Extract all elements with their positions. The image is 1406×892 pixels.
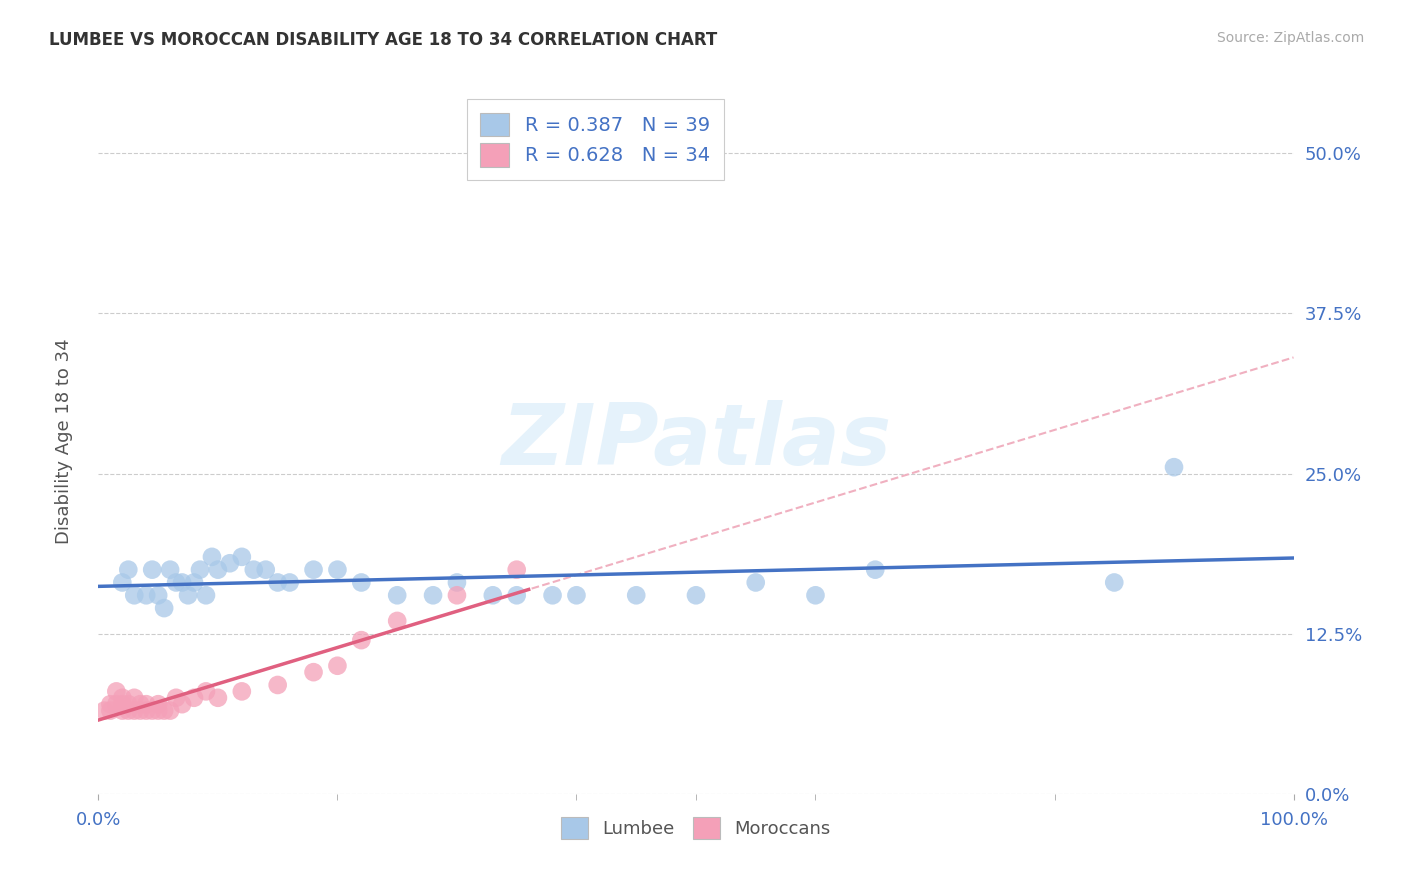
Lumbee	[117, 563, 139, 577]
Moroccans	[93, 704, 115, 718]
Lumbee	[195, 588, 218, 602]
Lumbee	[385, 588, 409, 602]
Moroccans	[111, 697, 134, 711]
Text: ZIPatlas: ZIPatlas	[501, 400, 891, 483]
Lumbee	[177, 588, 200, 602]
Moroccans	[111, 704, 134, 718]
Lumbee	[183, 575, 205, 590]
Lumbee	[302, 563, 325, 577]
Moroccans	[129, 697, 152, 711]
Moroccans	[111, 690, 134, 705]
Moroccans	[98, 704, 122, 718]
Lumbee	[565, 588, 588, 602]
Moroccans	[124, 704, 146, 718]
Moroccans	[350, 633, 373, 648]
Text: LUMBEE VS MOROCCAN DISABILITY AGE 18 TO 34 CORRELATION CHART: LUMBEE VS MOROCCAN DISABILITY AGE 18 TO …	[49, 31, 717, 49]
Lumbee	[124, 588, 146, 602]
Lumbee	[159, 563, 181, 577]
Moroccans	[117, 704, 139, 718]
Moroccans	[129, 704, 152, 718]
Moroccans	[105, 684, 128, 698]
Moroccans	[267, 678, 290, 692]
Lumbee	[745, 575, 768, 590]
Moroccans	[117, 697, 139, 711]
Lumbee	[254, 563, 277, 577]
Lumbee	[685, 588, 707, 602]
Lumbee	[326, 563, 349, 577]
Moroccans	[231, 684, 253, 698]
Lumbee	[506, 588, 529, 602]
Lumbee	[422, 588, 444, 602]
Moroccans	[105, 697, 128, 711]
Lumbee	[1104, 575, 1126, 590]
Lumbee	[243, 563, 266, 577]
Lumbee	[541, 588, 564, 602]
Moroccans	[141, 704, 163, 718]
Lumbee	[207, 563, 229, 577]
Moroccans	[385, 614, 409, 628]
Legend: Lumbee, Moroccans: Lumbee, Moroccans	[553, 808, 839, 848]
Lumbee	[201, 549, 224, 564]
Lumbee	[165, 575, 187, 590]
Lumbee	[626, 588, 648, 602]
Lumbee	[231, 549, 253, 564]
Moroccans	[148, 697, 170, 711]
Lumbee	[153, 601, 176, 615]
Lumbee	[350, 575, 373, 590]
Moroccans	[124, 690, 146, 705]
Moroccans	[135, 704, 157, 718]
Lumbee	[111, 575, 134, 590]
Moroccans	[135, 697, 157, 711]
Lumbee	[278, 575, 301, 590]
Moroccans	[98, 697, 122, 711]
Lumbee	[219, 556, 242, 570]
Moroccans	[302, 665, 325, 680]
Y-axis label: Disability Age 18 to 34: Disability Age 18 to 34	[55, 339, 73, 544]
Lumbee	[141, 563, 163, 577]
Moroccans	[153, 704, 176, 718]
Lumbee	[148, 588, 170, 602]
Lumbee	[481, 588, 505, 602]
Lumbee	[188, 563, 211, 577]
Moroccans	[183, 690, 205, 705]
Lumbee	[267, 575, 290, 590]
Lumbee	[172, 575, 194, 590]
Moroccans	[326, 658, 349, 673]
Lumbee	[804, 588, 827, 602]
Lumbee	[865, 563, 887, 577]
Moroccans	[165, 690, 187, 705]
Moroccans	[172, 697, 194, 711]
Moroccans	[207, 690, 229, 705]
Moroccans	[159, 704, 181, 718]
Lumbee	[135, 588, 157, 602]
Lumbee	[1163, 460, 1185, 475]
Moroccans	[446, 588, 468, 602]
Moroccans	[506, 563, 529, 577]
Text: Source: ZipAtlas.com: Source: ZipAtlas.com	[1216, 31, 1364, 45]
Moroccans	[195, 684, 218, 698]
Lumbee	[446, 575, 468, 590]
Moroccans	[148, 704, 170, 718]
